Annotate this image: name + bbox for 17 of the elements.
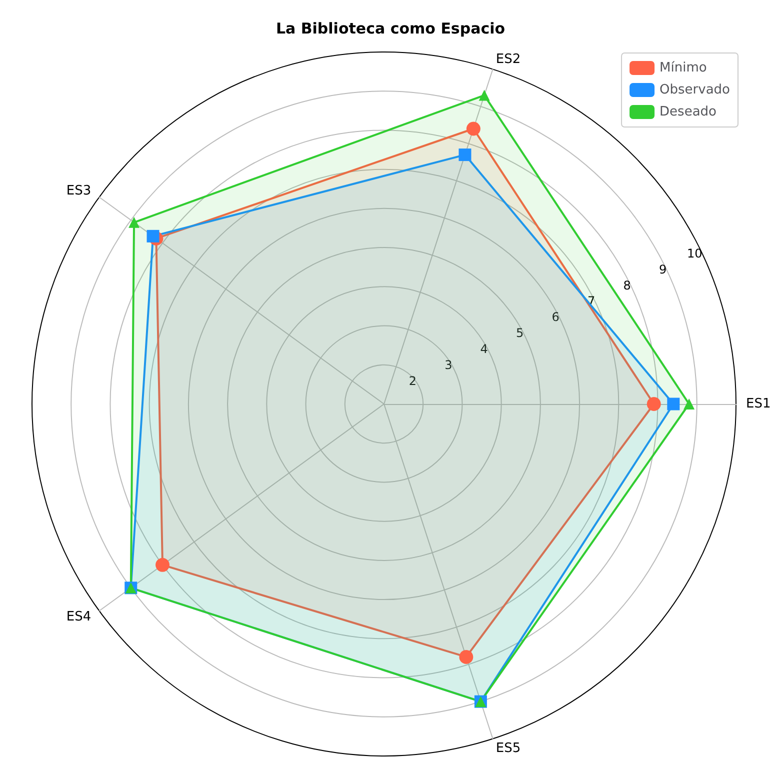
legend-label: Observado <box>660 82 730 98</box>
spoke-label: ES2 <box>496 52 521 68</box>
chart-title: La Biblioteca como Espacio <box>276 20 506 38</box>
y-tick-label: 6 <box>552 310 560 324</box>
legend-label: Mínimo <box>660 60 707 76</box>
spoke-label: ES5 <box>496 740 521 756</box>
y-tick-label: 3 <box>444 358 452 372</box>
y-tick-label: 5 <box>516 326 524 340</box>
spoke-label: ES4 <box>66 609 92 624</box>
y-tick-label: 8 <box>623 278 631 292</box>
spoke-label: ES3 <box>66 184 92 199</box>
y-tick-label: 9 <box>658 262 667 276</box>
y-tick-label: 10 <box>687 246 702 261</box>
spoke-label: ES1 <box>746 396 771 412</box>
y-tick-label: 4 <box>480 342 488 356</box>
y-tick-label: 2 <box>408 374 416 388</box>
legend-label: Deseado <box>660 104 717 120</box>
